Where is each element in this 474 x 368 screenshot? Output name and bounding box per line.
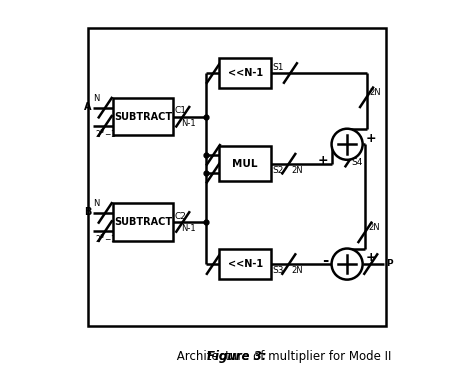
Text: N-1: N-1 bbox=[181, 224, 196, 233]
Text: <<N-1: <<N-1 bbox=[228, 259, 263, 269]
Text: C1: C1 bbox=[174, 106, 187, 116]
Text: S1: S1 bbox=[273, 63, 284, 72]
Text: $2^N$$-$$1$: $2^N$$-$$1$ bbox=[94, 233, 116, 245]
Text: +: + bbox=[365, 251, 376, 264]
Text: N: N bbox=[93, 94, 100, 103]
Text: 2N: 2N bbox=[368, 223, 380, 232]
Bar bbox=[219, 58, 271, 88]
Text: C2: C2 bbox=[174, 212, 187, 221]
Text: SUBTRACT: SUBTRACT bbox=[114, 217, 172, 227]
Text: S4: S4 bbox=[351, 158, 363, 167]
Text: +: + bbox=[318, 154, 328, 167]
Text: S2: S2 bbox=[273, 166, 284, 175]
Text: -: - bbox=[322, 253, 328, 268]
Text: 2N: 2N bbox=[291, 166, 303, 175]
Text: 2N: 2N bbox=[292, 266, 303, 275]
Bar bbox=[113, 98, 173, 135]
Text: P: P bbox=[386, 259, 392, 268]
Bar bbox=[113, 204, 173, 241]
Text: S3: S3 bbox=[273, 266, 284, 275]
Text: Figure 3:: Figure 3: bbox=[207, 350, 267, 364]
Text: B: B bbox=[84, 207, 91, 217]
Text: Architecture of multiplier for Mode II: Architecture of multiplier for Mode II bbox=[173, 350, 391, 364]
Text: N: N bbox=[93, 199, 100, 208]
Circle shape bbox=[331, 129, 363, 160]
Text: 2N: 2N bbox=[370, 88, 382, 97]
Text: A: A bbox=[84, 102, 91, 112]
Text: MUL: MUL bbox=[232, 159, 258, 169]
Text: SUBTRACT: SUBTRACT bbox=[114, 112, 172, 122]
Bar bbox=[219, 146, 271, 181]
Circle shape bbox=[331, 248, 363, 280]
Text: $2^N$$-$$1$: $2^N$$-$$1$ bbox=[94, 128, 116, 140]
Bar bbox=[219, 249, 271, 279]
Text: N-1: N-1 bbox=[181, 119, 196, 128]
Text: <<N-1: <<N-1 bbox=[228, 68, 263, 78]
Text: +: + bbox=[365, 131, 376, 145]
